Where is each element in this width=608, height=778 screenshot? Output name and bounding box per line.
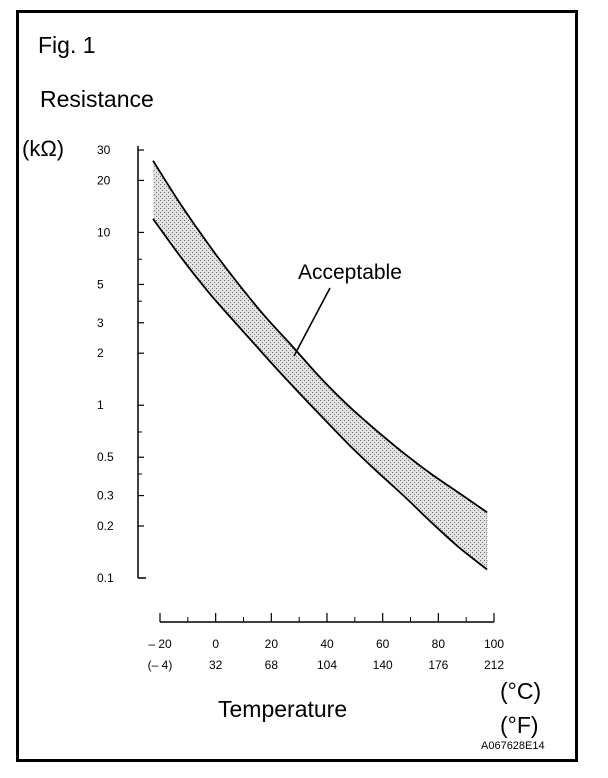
lower-limit-line [152,218,488,571]
y-tick-label: 0.3 [97,489,114,503]
upper-limit-line [152,160,488,514]
x-tick-label-fahrenheit: 68 [265,658,279,672]
y-tick-label: 10 [97,225,111,239]
y-axis-unit: (kΩ) [22,136,65,161]
figure-frame [16,10,578,762]
x-tick-label-celsius: 100 [484,637,504,651]
figure-label: Fig. 1 [38,32,96,58]
annotation-leader [293,287,331,357]
figure-code: A067628E14 [481,740,545,752]
x-tick-label-celsius: 80 [432,637,446,651]
y-tick-label: 2 [97,346,104,360]
x-tick-label-celsius: – 20 [148,637,172,651]
y-tick-label: 0.5 [97,450,114,464]
x-tick-label-celsius: 60 [376,637,390,651]
y-tick-label: 1 [97,398,104,412]
y-axis-title: Resistance [40,86,154,112]
x-tick-label-fahrenheit: 140 [373,658,393,672]
annotation-label: Acceptable [298,261,402,284]
y-tick-label: 0.1 [97,571,114,585]
x-tick-label-fahrenheit: 176 [428,658,448,672]
x-tick-label-celsius: 40 [320,637,334,651]
x-axis-unit-celsius: (°C) [500,678,542,704]
y-tick-label: 0.2 [97,519,114,533]
x-axis-unit-fahrenheit: (°F) [500,712,539,738]
y-tick-label: 5 [97,277,104,291]
y-tick-label: 3 [97,316,104,330]
x-tick-label-fahrenheit: (– 4) [148,658,173,672]
acceptable-band [153,160,487,570]
x-tick-label-fahrenheit: 32 [209,658,223,672]
x-tick-label-celsius: 0 [212,637,219,651]
x-tick-label-celsius: 20 [265,637,279,651]
y-tick-label: 30 [97,143,111,157]
x-axis-title: Temperature [218,696,348,722]
y-tick-label: 20 [97,173,111,187]
x-tick-label-fahrenheit: 104 [317,658,337,672]
x-tick-label-fahrenheit: 212 [484,658,504,672]
